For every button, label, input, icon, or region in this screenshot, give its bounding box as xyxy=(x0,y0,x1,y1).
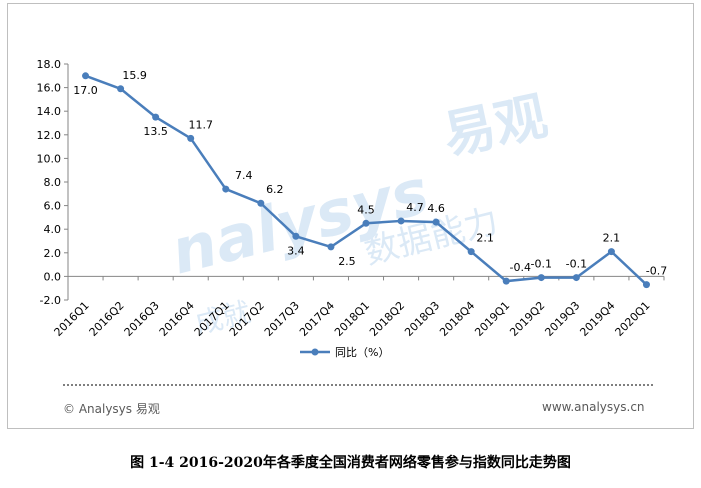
data-label: 11.7 xyxy=(188,118,213,131)
x-tick-label: 2017Q4 xyxy=(297,299,337,339)
legend-marker-swatch xyxy=(311,348,319,356)
x-tick-label: 2019Q4 xyxy=(577,299,617,339)
y-tick-label: 18.0 xyxy=(37,58,62,71)
data-point xyxy=(397,217,405,225)
data-point xyxy=(117,85,125,93)
series-layer: 17.0 15.9 13.5 11.7 7.4 6.2 3.4 2.5 4.5 4.7 4.6 2.1… xyxy=(73,69,667,289)
data-point xyxy=(432,218,440,226)
legend: 同比（%） xyxy=(300,346,389,359)
data-label: 13.5 xyxy=(143,125,168,138)
data-point xyxy=(257,199,265,207)
x-tick-label: 2018Q1 xyxy=(332,299,372,339)
data-label: 15.9 xyxy=(122,69,147,82)
data-label: -0.4 xyxy=(510,261,531,274)
y-tick-label: 10.0 xyxy=(37,152,62,165)
x-tick-label: 2018Q2 xyxy=(367,299,407,339)
data-label: 17.0 xyxy=(73,84,98,97)
legend-label: 同比（%） xyxy=(335,346,389,359)
chart-frame: 易观 nalysys 数据能力 成就 -2.0 0.0 2.0 4.0 6.0 8.0 10… xyxy=(7,3,694,429)
data-point xyxy=(467,248,475,256)
copyright-text: © Analysys 易观 xyxy=(63,402,160,416)
y-tick-label: 14.0 xyxy=(37,105,62,118)
data-label: 2.1 xyxy=(476,232,494,245)
watermark-brand: 易观 xyxy=(438,86,552,166)
data-point xyxy=(327,243,335,251)
data-point xyxy=(292,232,300,240)
y-tick-label: 0.0 xyxy=(44,270,62,283)
data-point xyxy=(222,185,230,193)
x-tick-label: 2016Q2 xyxy=(87,299,127,339)
x-tick-label: 2020Q1 xyxy=(613,299,653,339)
figure-caption: 图 1-4 2016-2020年各季度全国消费者网络零售参与指数同比走势图 xyxy=(130,455,571,471)
data-label: 4.5 xyxy=(357,203,375,216)
x-tick-label: 2016Q3 xyxy=(122,299,162,339)
data-label: -0.7 xyxy=(646,265,667,278)
x-tick-label: 2019Q1 xyxy=(472,299,512,339)
data-point xyxy=(502,277,510,285)
data-label: 4.7 xyxy=(406,201,424,214)
x-tick-label: 2016Q4 xyxy=(157,299,197,339)
data-label: 4.6 xyxy=(427,202,445,215)
data-point xyxy=(572,274,580,282)
x-tick-label: 2017Q3 xyxy=(262,299,302,339)
x-tick-label: 2018Q3 xyxy=(402,299,442,339)
data-label: -0.1 xyxy=(566,258,587,271)
dotted-divider xyxy=(63,384,653,386)
data-point xyxy=(82,72,90,80)
y-tick-label: 12.0 xyxy=(37,129,62,142)
y-tick-label: 4.0 xyxy=(44,223,62,236)
data-label: 2.5 xyxy=(338,255,356,268)
data-point xyxy=(607,248,615,256)
data-label: -0.1 xyxy=(531,258,552,271)
data-point xyxy=(152,113,160,121)
data-point xyxy=(187,134,195,142)
x-tick-label: 2019Q2 xyxy=(507,299,547,339)
data-point xyxy=(362,219,370,227)
data-label: 3.4 xyxy=(287,244,305,257)
data-label: 6.2 xyxy=(266,183,284,196)
line-chart: 易观 nalysys 数据能力 成就 -2.00.02.04.06.08.010… xyxy=(37,58,668,359)
website-text: www.analysys.cn xyxy=(542,400,645,414)
y-tick-label: 2.0 xyxy=(44,247,62,260)
y-tick-label: 8.0 xyxy=(44,176,62,189)
data-point xyxy=(537,274,545,282)
data-label: 2.1 xyxy=(603,232,621,245)
data-label: 7.4 xyxy=(235,169,253,182)
y-tick-label: 6.0 xyxy=(44,200,62,213)
y-tick-label: -2.0 xyxy=(40,294,61,307)
y-tick-label: 16.0 xyxy=(37,82,62,95)
data-point xyxy=(642,281,650,289)
x-tick-label: 2019Q3 xyxy=(542,299,582,339)
x-tick-label: 2018Q4 xyxy=(437,299,477,339)
